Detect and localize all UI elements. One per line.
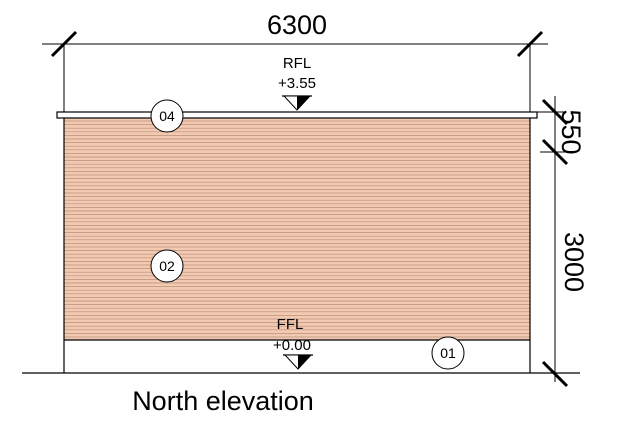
- roof-level-marker-icon: [282, 95, 312, 111]
- material-tag-04-label: 04: [159, 108, 175, 124]
- top-dimension-label: 6300: [267, 10, 327, 40]
- right-dimension-tick-top: [541, 98, 569, 126]
- floor-level-value: +0.00: [273, 337, 311, 354]
- material-tag-02: 02: [150, 249, 184, 283]
- material-tag-04: 04: [150, 99, 184, 133]
- material-tag-01-label: 01: [440, 345, 456, 361]
- right-dimension-upper-label: 550: [556, 109, 586, 154]
- right-dimension-lower-label: 3000: [559, 232, 589, 292]
- right-dimension-tick-bottom: [541, 360, 569, 388]
- floor-level-marker-icon: [283, 354, 313, 370]
- right-dimension-tick-mid: [541, 138, 569, 166]
- material-tag-02-label: 02: [159, 258, 175, 274]
- material-tag-01: 01: [431, 336, 465, 370]
- roof-fascia: [56, 111, 538, 119]
- top-dimension-tick-right: [516, 30, 544, 58]
- roof-level-name: RFL: [283, 55, 311, 72]
- floor-level-name: FFL: [277, 316, 304, 333]
- drawing-caption: North elevation: [132, 386, 314, 416]
- top-dimension-tick-left: [50, 30, 78, 58]
- cladding-board-lines: [64, 120, 530, 338]
- roof-level-value: +3.55: [278, 75, 316, 92]
